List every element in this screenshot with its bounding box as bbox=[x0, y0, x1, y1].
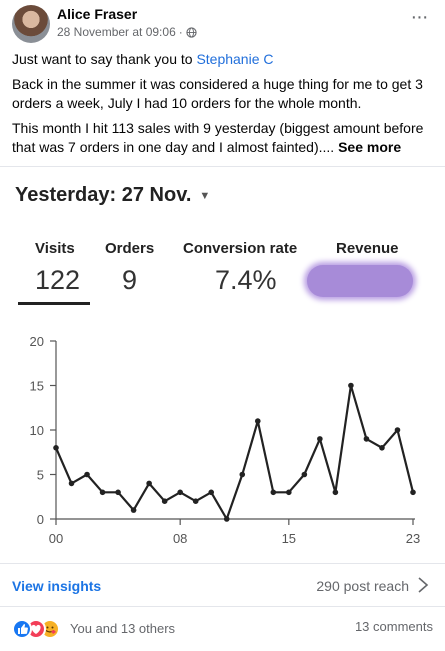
selected-stat-underline bbox=[18, 302, 90, 305]
post-paragraph-3: This month I hit 113 sales with 9 yester… bbox=[12, 119, 437, 157]
data-point bbox=[84, 471, 90, 478]
data-point bbox=[192, 498, 199, 504]
revenue-redaction bbox=[307, 265, 413, 297]
stat-value-visits: 122 bbox=[35, 265, 81, 295]
data-point bbox=[146, 480, 152, 487]
post-header: Alice Fraser 28 November at 09:06 · ··· bbox=[0, 0, 445, 46]
data-point bbox=[68, 480, 75, 487]
series-line-orders bbox=[54, 384, 415, 521]
paragraph-3-text: This month I hit 113 sales with 9 yester… bbox=[12, 120, 424, 155]
post-timestamp[interactable]: 28 November at 09:06 bbox=[57, 25, 176, 39]
comments-count[interactable]: 13 comments bbox=[354, 619, 433, 634]
reaction-icons[interactable] bbox=[12, 619, 64, 639]
data-point bbox=[301, 471, 308, 478]
caret-down-icon: ▼ bbox=[199, 189, 211, 202]
stat-label-visits: Visits bbox=[35, 240, 75, 257]
y-tick-label: 20 bbox=[30, 334, 44, 349]
insights-bar: View insights 290 post reach bbox=[0, 563, 445, 607]
y-tick-label: 0 bbox=[37, 512, 44, 527]
reactions-summary[interactable]: You and 13 others bbox=[70, 621, 176, 636]
data-point bbox=[410, 489, 416, 496]
orders-line-chart: 0 5 10 15 20 00 08 15 23 bbox=[30, 334, 421, 546]
x-tick-label: 08 bbox=[173, 531, 187, 546]
y-tick-label: 10 bbox=[30, 423, 44, 438]
post-meta: 28 November at 09:06 · bbox=[57, 25, 197, 39]
stat-label-orders: Orders bbox=[105, 240, 155, 257]
view-insights-link[interactable]: View insights bbox=[12, 578, 102, 594]
date-label: Yesterday: 27 Nov. bbox=[15, 184, 192, 206]
data-point bbox=[254, 418, 261, 424]
globe-icon bbox=[186, 26, 197, 38]
reactions-bar: You and 13 others 13 comments bbox=[0, 607, 445, 651]
data-point bbox=[115, 489, 121, 496]
data-point bbox=[208, 489, 215, 496]
data-point bbox=[332, 489, 339, 496]
more-options-icon[interactable]: ··· bbox=[410, 6, 429, 28]
data-point bbox=[286, 489, 292, 496]
data-point bbox=[239, 471, 246, 478]
data-point bbox=[379, 445, 385, 451]
see-more-link[interactable]: See more bbox=[338, 139, 402, 155]
data-point bbox=[177, 489, 183, 496]
y-tick-label: 5 bbox=[37, 468, 44, 483]
x-tick-label: 00 bbox=[49, 531, 63, 546]
post-image[interactable]: Yesterday: 27 Nov. ▼ Visits Orders Conve… bbox=[0, 166, 445, 563]
stat-label-revenue: Revenue bbox=[336, 240, 399, 257]
meta-separator: · bbox=[178, 25, 183, 39]
data-point bbox=[348, 382, 354, 389]
y-tick-label: 15 bbox=[30, 379, 44, 394]
avatar[interactable] bbox=[12, 5, 50, 43]
author-name[interactable]: Alice Fraser bbox=[57, 6, 138, 22]
like-icon bbox=[12, 619, 32, 639]
mention-link[interactable]: Stephanie C bbox=[196, 51, 274, 67]
data-point bbox=[394, 427, 401, 433]
post-reach[interactable]: 290 post reach bbox=[316, 578, 409, 594]
data-point bbox=[161, 498, 168, 504]
data-point bbox=[53, 445, 59, 451]
data-point bbox=[99, 489, 106, 496]
date-selector: Yesterday: 27 Nov. ▼ bbox=[15, 184, 210, 207]
x-tick-label: 15 bbox=[282, 531, 296, 546]
stat-label-conversion: Conversion rate bbox=[183, 240, 298, 257]
data-point bbox=[223, 516, 230, 522]
data-point bbox=[130, 507, 137, 513]
post-paragraph-2: Back in the summer it was considered a h… bbox=[12, 76, 423, 111]
chevron-right-icon[interactable] bbox=[417, 576, 429, 594]
data-point bbox=[317, 436, 323, 442]
data-point bbox=[270, 489, 277, 496]
love-icon bbox=[26, 619, 46, 639]
post-paragraph-1: Just want to say thank you to Stephanie … bbox=[12, 50, 437, 69]
data-point bbox=[363, 436, 370, 442]
x-tick-label: 23 bbox=[406, 531, 420, 546]
stat-value-conversion: 7.4% bbox=[215, 265, 277, 295]
post-text: Just want to say thank you to Stephanie … bbox=[12, 50, 437, 163]
stat-value-orders: 9 bbox=[122, 265, 138, 295]
paragraph-1-text: Just want to say thank you to bbox=[12, 51, 197, 67]
